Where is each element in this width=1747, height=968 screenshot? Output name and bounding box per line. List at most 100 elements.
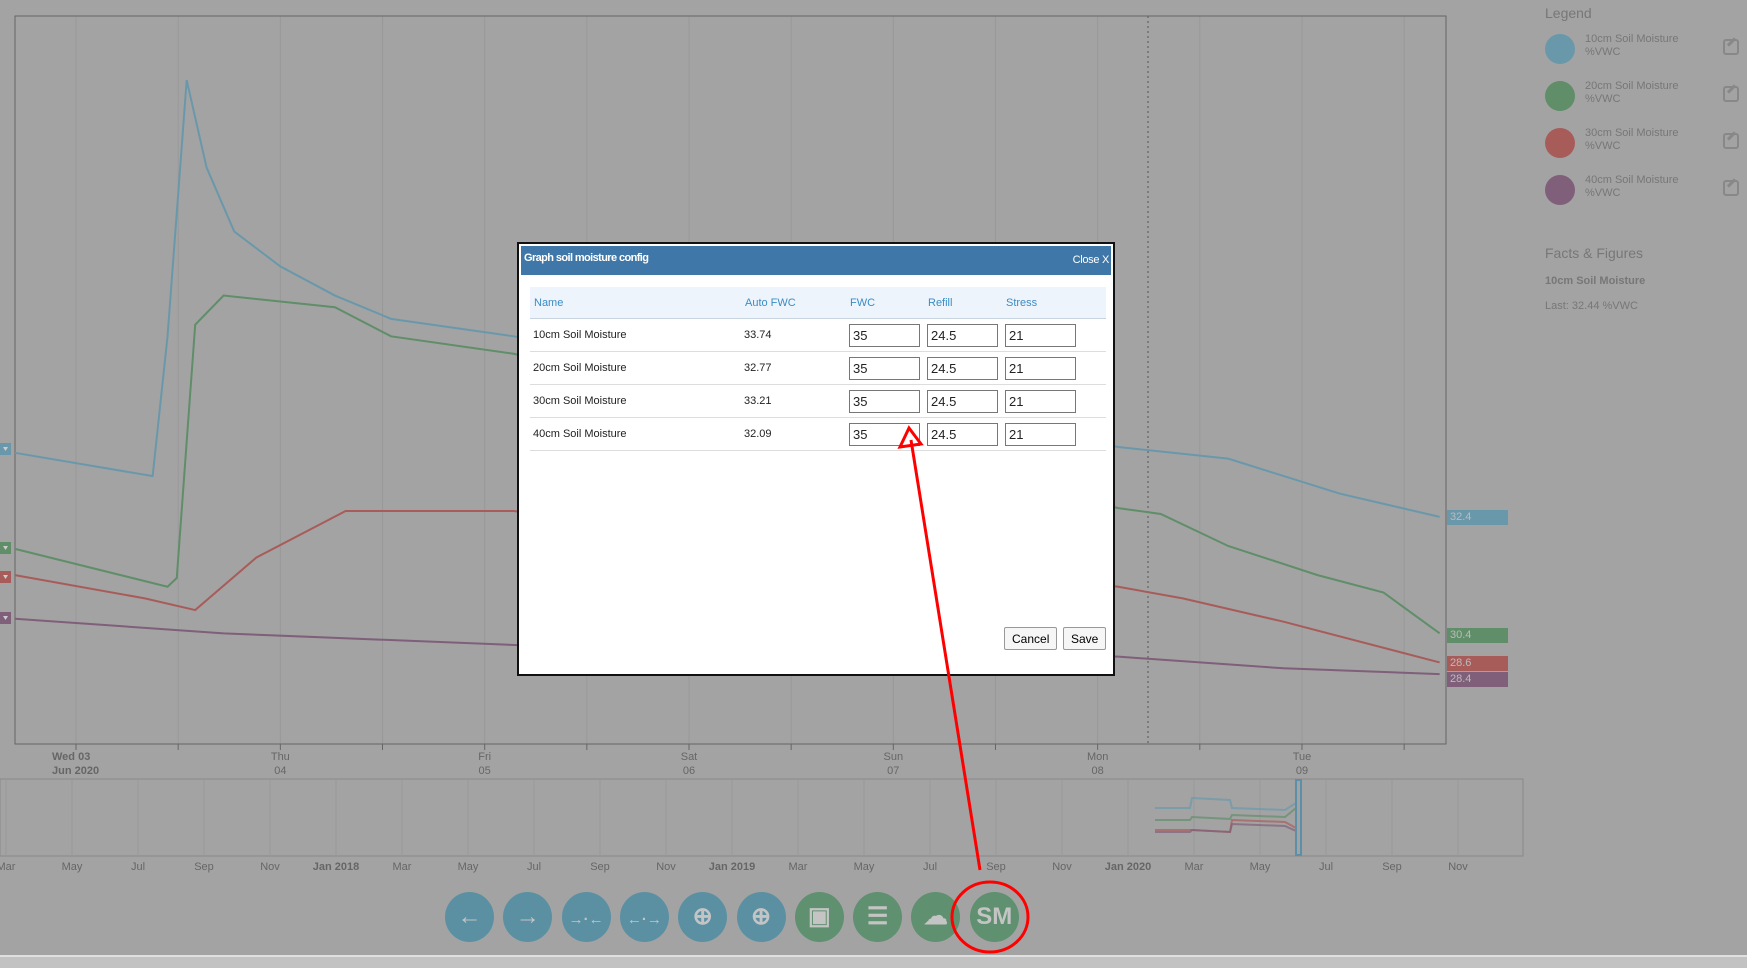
row-auto-fwc: 33.74 bbox=[741, 318, 846, 352]
refill-input[interactable] bbox=[927, 389, 998, 413]
navigator-tick-label: Nov bbox=[260, 861, 280, 873]
navigator-tick-label: May bbox=[1249, 861, 1271, 873]
refill-input[interactable] bbox=[927, 422, 998, 446]
zoom-out-arrows-button[interactable]: ←·→ bbox=[619, 892, 669, 942]
navigator-tick-label: Nov bbox=[656, 861, 676, 873]
column-header-stress: Stress bbox=[1002, 287, 1106, 319]
edit-icon[interactable] bbox=[1723, 86, 1739, 102]
refill-input[interactable] bbox=[927, 323, 998, 347]
close-button[interactable]: Close X bbox=[1072, 254, 1110, 266]
row-auto-fwc: 33.21 bbox=[741, 384, 846, 418]
fwc-input[interactable] bbox=[849, 389, 920, 413]
zoom-box-icon: ⊕ bbox=[692, 903, 713, 930]
legend-item-40cm[interactable]: 40cm Soil Moisture %VWC bbox=[1545, 174, 1745, 209]
arrow-left-button[interactable]: ← bbox=[445, 892, 494, 942]
table-header-row: Name Auto FWC FWC Refill Stress bbox=[530, 287, 1106, 319]
navigator-tick-label: Nov bbox=[1448, 861, 1468, 873]
navigator-series bbox=[1155, 796, 1297, 834]
series-line-1[interactable] bbox=[14, 79, 1440, 518]
comment-button[interactable]: ☰ bbox=[853, 892, 903, 942]
table-row: 30cm Soil Moisture 33.21 bbox=[530, 384, 1106, 418]
config-table: Name Auto FWC FWC Refill Stress 10cm Soi… bbox=[530, 287, 1106, 451]
last-value-label-10cm: 32.4 bbox=[1447, 510, 1508, 525]
legend-item-20cm[interactable]: 20cm Soil Moisture %VWC bbox=[1545, 80, 1745, 115]
stress-input[interactable] bbox=[1005, 323, 1076, 347]
navigator-tick-label: Jul bbox=[130, 861, 146, 873]
navigator-tick-label: Jul bbox=[1318, 861, 1334, 873]
column-header-refill: Refill bbox=[924, 287, 1002, 319]
soil-moisture-button[interactable]: SM bbox=[969, 892, 1019, 942]
legend-title: Legend bbox=[1545, 5, 1592, 21]
stress-input[interactable] bbox=[1005, 356, 1076, 380]
row-name: 30cm Soil Moisture bbox=[530, 384, 741, 418]
navigator-tick-label: May bbox=[853, 861, 875, 873]
column-header-fwc: FWC bbox=[846, 287, 924, 319]
navigator-tick-label: Mar bbox=[392, 861, 412, 873]
save-button[interactable]: Save bbox=[1063, 627, 1107, 650]
navigator-handle[interactable] bbox=[1295, 779, 1302, 856]
facts-last-value: Last: 32.44 %VWC bbox=[1545, 300, 1638, 312]
last-value-label-20cm: 30.4 bbox=[1447, 628, 1508, 643]
column-header-name: Name bbox=[530, 287, 741, 319]
legend-item-10cm[interactable]: 10cm Soil Moisture %VWC bbox=[1545, 33, 1745, 68]
arrow-right-button[interactable]: → bbox=[503, 892, 553, 942]
row-auto-fwc: 32.09 bbox=[741, 417, 846, 451]
legend-item-30cm[interactable]: 30cm Soil Moisture %VWC bbox=[1545, 127, 1745, 162]
navigator-tick-label: Mar bbox=[0, 861, 16, 873]
navigator-tick-label: Nov bbox=[1052, 861, 1072, 873]
save-button[interactable]: ▣ bbox=[794, 892, 844, 942]
stress-input[interactable] bbox=[1005, 422, 1076, 446]
x-tick-label: Sat 06 bbox=[680, 751, 698, 777]
legend-color-dot bbox=[1545, 175, 1575, 205]
navigator-tick-label: Jan 2018 bbox=[312, 861, 360, 873]
x-tick-label: Thu 04 bbox=[270, 751, 290, 777]
navigator-tick-label: Sep bbox=[1382, 861, 1402, 873]
edit-icon[interactable] bbox=[1723, 180, 1739, 196]
cancel-button[interactable]: Cancel bbox=[1004, 627, 1058, 650]
series-line-3[interactable] bbox=[14, 510, 1440, 664]
navigator-tick-label: Sep bbox=[194, 861, 214, 873]
fwc-input[interactable] bbox=[849, 323, 920, 347]
zoom-vertical-icon: ⊕ bbox=[750, 903, 772, 930]
row-name: 20cm Soil Moisture bbox=[530, 351, 741, 385]
cloud-download-icon: ☁ bbox=[923, 903, 948, 930]
zoom-box-button[interactable]: ⊕ bbox=[678, 892, 728, 942]
refill-input[interactable] bbox=[927, 356, 998, 380]
table-row: 10cm Soil Moisture 33.74 bbox=[530, 318, 1106, 352]
series-line-2[interactable] bbox=[14, 294, 1441, 635]
navigator-series-line bbox=[1155, 807, 1297, 821]
x-tick-label: Fri 05 bbox=[478, 751, 492, 777]
navigator-tick-label: Jan 2019 bbox=[708, 861, 756, 873]
facts-title: Facts & Figures bbox=[1545, 245, 1644, 261]
x-tick-label: Tue 09 bbox=[1292, 751, 1312, 777]
edit-icon[interactable] bbox=[1723, 133, 1739, 149]
last-value-label-40cm: 28.4 bbox=[1447, 672, 1508, 687]
legend-label: 30cm Soil Moisture %VWC bbox=[1585, 127, 1679, 152]
navigator-tick-label: Sep bbox=[986, 861, 1006, 873]
axis-markers bbox=[0, 443, 11, 624]
fwc-input[interactable] bbox=[849, 422, 920, 446]
navigator-tick-label: May bbox=[61, 861, 83, 873]
x-tick-label: Mon 08 bbox=[1086, 751, 1109, 777]
zoom-out-arrows-icon: ←·→ bbox=[626, 911, 662, 928]
caret-down-icon bbox=[3, 447, 8, 451]
zoom-in-arrows-button[interactable]: →·← bbox=[561, 892, 611, 942]
caret-down-icon bbox=[3, 575, 8, 579]
soil-moisture-icon: SM bbox=[976, 903, 1013, 930]
last-value-label-30cm: 28.6 bbox=[1447, 656, 1508, 671]
dialog-title: Graph soil moisture config bbox=[524, 252, 649, 264]
navigator-tick-label: May bbox=[457, 861, 479, 873]
navigator[interactable] bbox=[0, 778, 1524, 857]
legend-label: 40cm Soil Moisture %VWC bbox=[1585, 174, 1679, 199]
navigator-tick-label: Jul bbox=[922, 861, 938, 873]
caret-down-icon bbox=[3, 616, 8, 620]
zoom-vertical-button[interactable]: ⊕ bbox=[736, 892, 786, 942]
legend-color-dot bbox=[1545, 81, 1575, 111]
fwc-input[interactable] bbox=[849, 356, 920, 380]
table-row: 20cm Soil Moisture 32.77 bbox=[530, 351, 1106, 385]
stress-input[interactable] bbox=[1005, 389, 1076, 413]
legend-color-dot bbox=[1545, 34, 1575, 64]
bottom-bar bbox=[0, 955, 1747, 968]
legend-color-dot bbox=[1545, 128, 1575, 158]
edit-icon[interactable] bbox=[1723, 39, 1739, 55]
